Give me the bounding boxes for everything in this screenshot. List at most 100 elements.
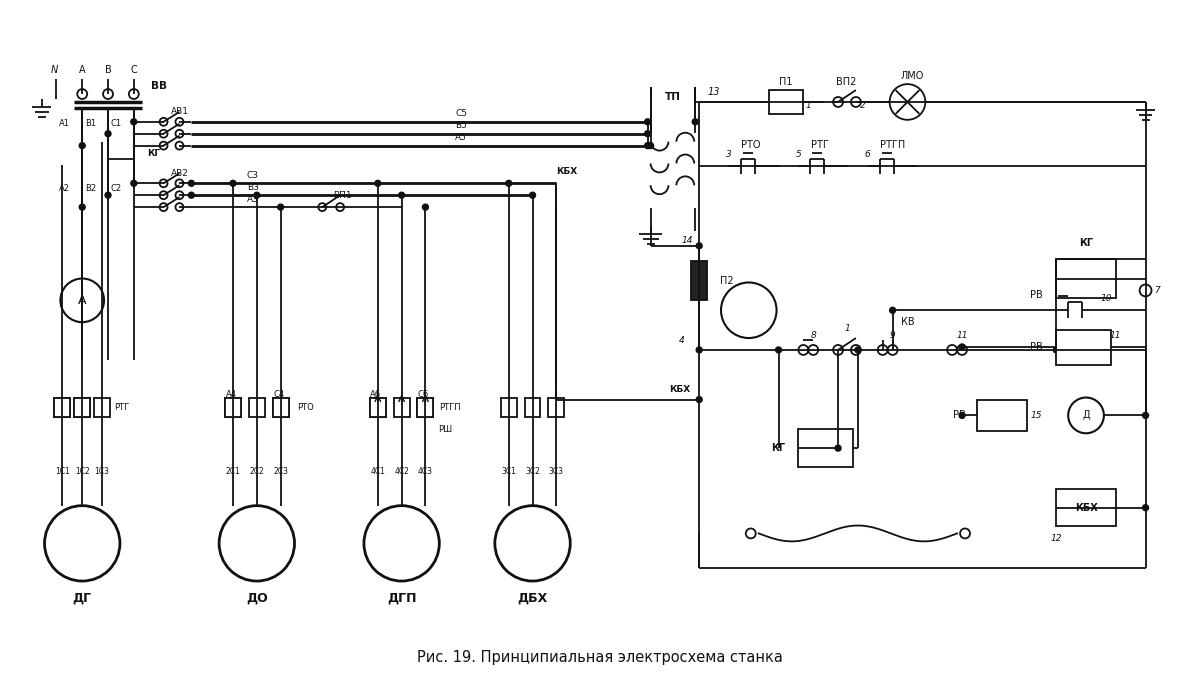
Circle shape xyxy=(188,192,194,198)
Text: КБХ: КБХ xyxy=(556,167,577,176)
Text: 9: 9 xyxy=(889,331,895,340)
Text: C: C xyxy=(131,65,137,75)
Text: 4: 4 xyxy=(678,336,684,345)
Circle shape xyxy=(775,347,781,353)
Bar xyxy=(418,397,433,417)
Text: РТО: РТО xyxy=(298,403,313,412)
Text: 1: 1 xyxy=(844,323,850,333)
Text: С3: С3 xyxy=(247,171,259,180)
Circle shape xyxy=(160,191,168,199)
Text: КБХ: КБХ xyxy=(668,385,690,394)
Bar xyxy=(370,397,385,417)
Circle shape xyxy=(220,506,294,581)
Text: В2: В2 xyxy=(85,184,96,192)
Text: C1: C1 xyxy=(110,119,122,128)
Circle shape xyxy=(106,192,110,198)
Text: 4С3: 4С3 xyxy=(418,467,433,477)
Circle shape xyxy=(505,180,511,186)
Bar xyxy=(1056,259,1116,299)
Text: 7: 7 xyxy=(1154,286,1160,295)
Circle shape xyxy=(175,129,184,138)
Circle shape xyxy=(79,204,85,210)
Text: Рис. 19. Принципиальная электросхема станка: Рис. 19. Принципиальная электросхема ста… xyxy=(418,650,782,665)
Text: ДО: ДО xyxy=(246,591,268,604)
Bar xyxy=(691,261,707,300)
Circle shape xyxy=(644,131,650,137)
Text: 4С2: 4С2 xyxy=(394,467,409,477)
Circle shape xyxy=(696,397,702,403)
Circle shape xyxy=(374,180,380,186)
Circle shape xyxy=(851,345,860,355)
Text: А: А xyxy=(78,294,86,307)
Circle shape xyxy=(959,412,965,419)
Text: КГ: КГ xyxy=(772,443,786,453)
Circle shape xyxy=(692,119,698,125)
Text: N: N xyxy=(50,65,58,75)
Bar xyxy=(977,399,1026,432)
Text: 11: 11 xyxy=(1110,331,1122,340)
Text: С4: С4 xyxy=(274,390,284,399)
Circle shape xyxy=(160,118,168,126)
Text: 5: 5 xyxy=(796,150,802,159)
Text: ВП1: ВП1 xyxy=(332,190,352,200)
Bar xyxy=(548,397,564,417)
Circle shape xyxy=(1054,347,1060,353)
Bar xyxy=(394,397,409,417)
Circle shape xyxy=(79,142,85,149)
Text: В5: В5 xyxy=(455,121,467,130)
Bar xyxy=(272,397,288,417)
Circle shape xyxy=(889,84,925,120)
Circle shape xyxy=(44,506,120,581)
Text: ЛМО: ЛМО xyxy=(901,71,924,82)
Circle shape xyxy=(128,89,139,99)
Circle shape xyxy=(175,118,184,126)
Circle shape xyxy=(175,203,184,211)
Circle shape xyxy=(851,97,860,107)
Text: Д: Д xyxy=(1082,410,1090,421)
Circle shape xyxy=(854,347,860,353)
Text: 6: 6 xyxy=(865,150,871,159)
Text: А5: А5 xyxy=(455,133,467,142)
Circle shape xyxy=(254,192,259,198)
Circle shape xyxy=(422,204,428,210)
Text: АВ1: АВ1 xyxy=(170,108,188,116)
Circle shape xyxy=(746,529,756,538)
Bar xyxy=(798,429,853,467)
Circle shape xyxy=(175,142,184,149)
Text: 8: 8 xyxy=(810,331,816,340)
Circle shape xyxy=(277,204,283,210)
Text: С2: С2 xyxy=(110,184,122,192)
Circle shape xyxy=(809,345,818,355)
Text: B1: B1 xyxy=(85,119,96,128)
Text: ТП: ТП xyxy=(665,92,680,102)
Text: В3: В3 xyxy=(247,183,259,192)
Bar xyxy=(94,397,110,417)
Text: А2: А2 xyxy=(59,184,71,192)
Circle shape xyxy=(1068,397,1104,433)
Text: 3С1: 3С1 xyxy=(502,467,516,477)
Circle shape xyxy=(696,347,702,353)
Circle shape xyxy=(960,529,970,538)
Text: 1С3: 1С3 xyxy=(95,467,109,477)
Text: ВП2: ВП2 xyxy=(836,77,856,87)
Text: А6: А6 xyxy=(371,390,382,399)
Text: РВ: РВ xyxy=(1030,342,1043,352)
Circle shape xyxy=(160,203,168,211)
Bar xyxy=(54,397,71,417)
Text: П2: П2 xyxy=(720,275,733,286)
Circle shape xyxy=(1142,505,1148,510)
Bar xyxy=(418,397,433,417)
Text: РВ: РВ xyxy=(953,410,966,421)
Text: РВ: РВ xyxy=(1030,290,1043,301)
Text: КВ: КВ xyxy=(901,317,914,327)
Bar xyxy=(500,397,517,417)
Text: А4: А4 xyxy=(226,390,236,399)
Text: 3: 3 xyxy=(726,150,732,159)
Text: С5: С5 xyxy=(455,110,467,119)
Circle shape xyxy=(947,345,958,355)
Text: 1С1: 1С1 xyxy=(55,467,70,477)
Bar xyxy=(524,397,540,417)
Circle shape xyxy=(959,344,965,350)
Circle shape xyxy=(1142,412,1148,419)
Bar xyxy=(1056,489,1116,527)
